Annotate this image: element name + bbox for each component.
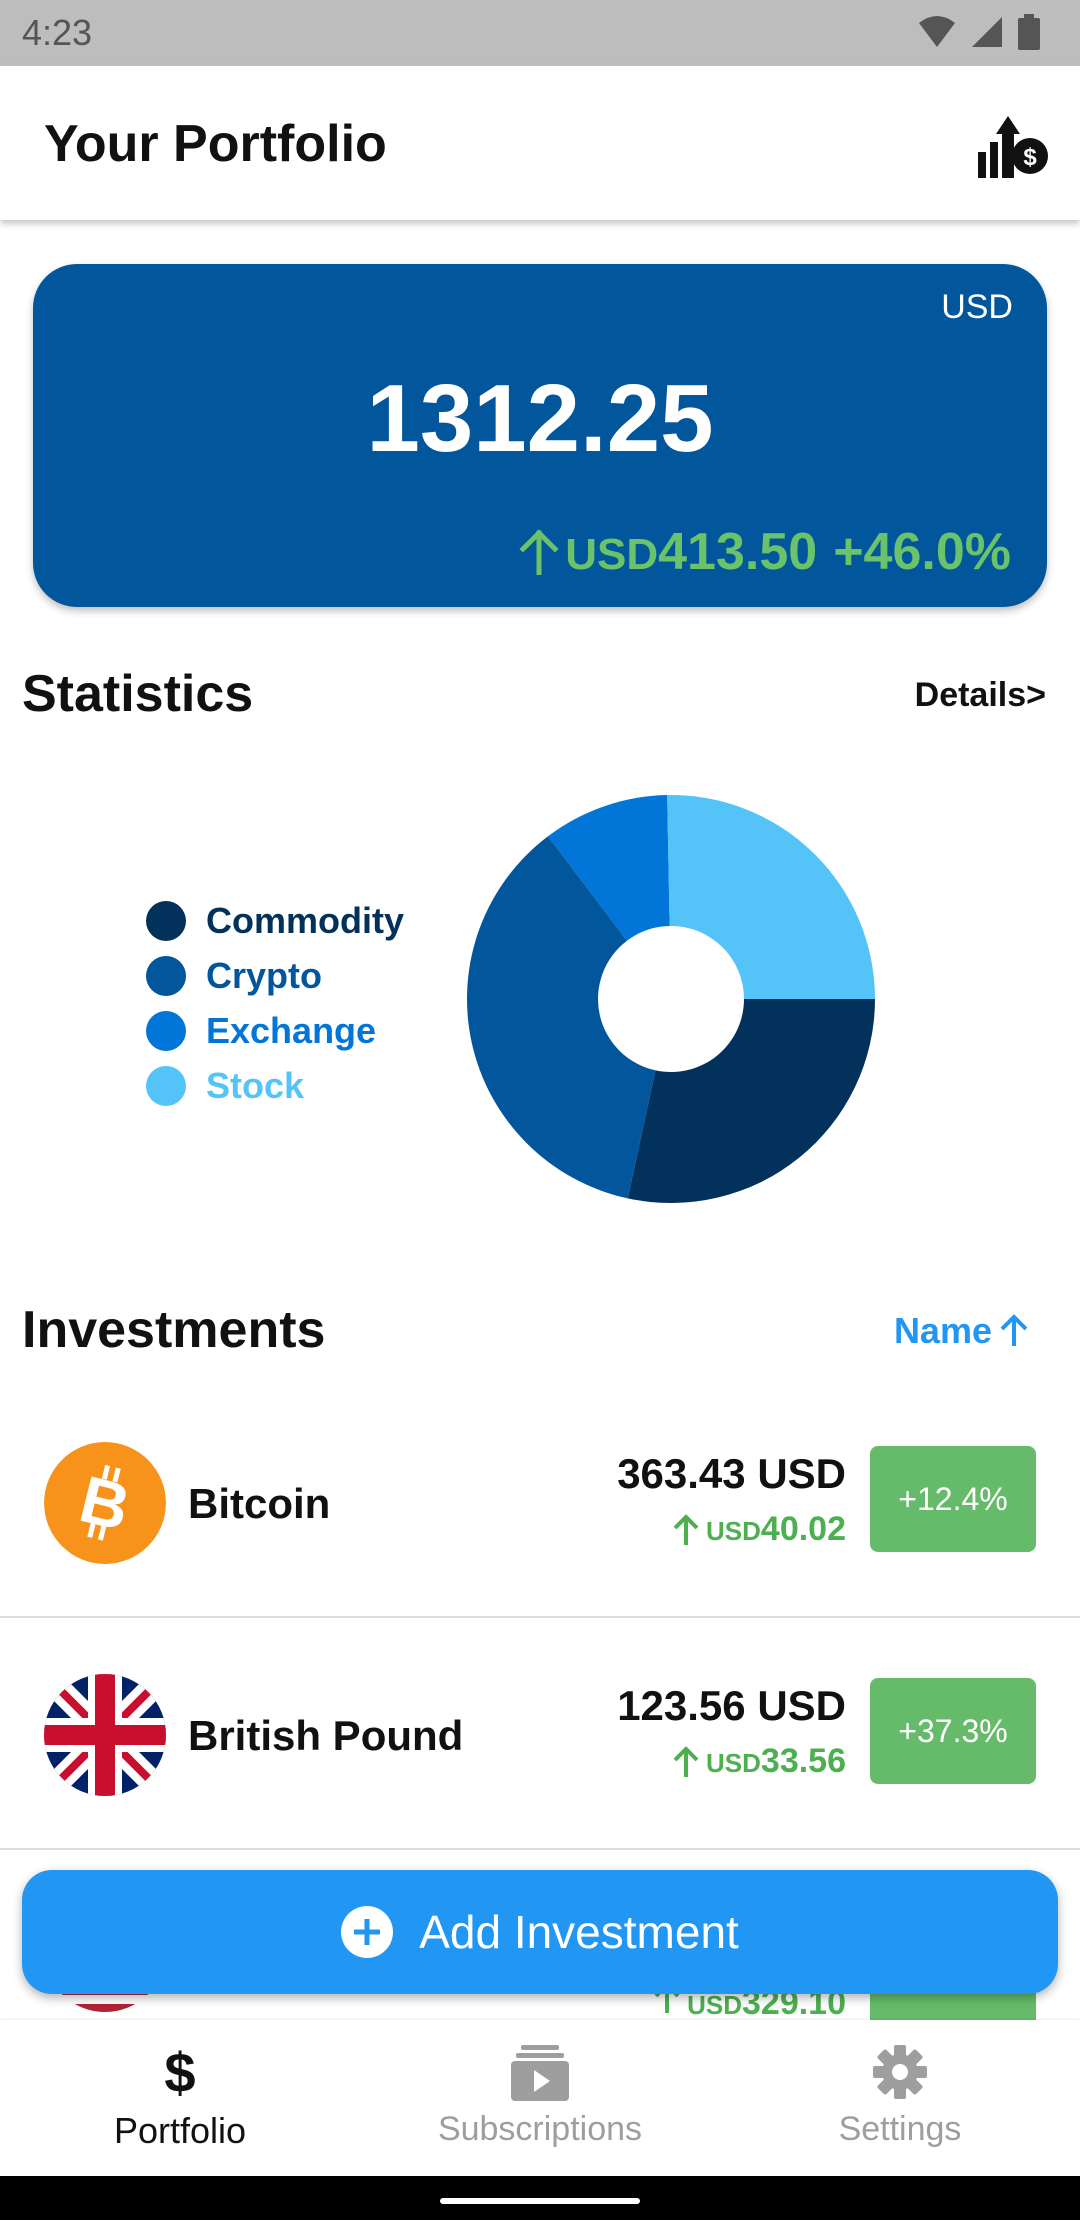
arrow-up-icon (519, 529, 559, 575)
status-bar: 4:23 (0, 0, 1080, 66)
donut-slice-exchange[interactable] (548, 795, 670, 941)
investment-change-currency: USD (706, 1748, 761, 1778)
investment-value: 123.56 USD (617, 1682, 846, 1729)
investment-change-currency: USD (706, 1516, 761, 1546)
donut-slice-stock[interactable] (667, 795, 875, 999)
donut-slice-commodity[interactable] (627, 999, 875, 1203)
sort-by-name-button[interactable]: Name (894, 1310, 1030, 1352)
legend-dot (146, 900, 186, 941)
donut-slice-crypto[interactable] (466, 836, 656, 1199)
nav-label: Portfolio (113, 2110, 247, 2151)
arrow-up-icon (673, 1745, 699, 1777)
legend-label: Exchange (206, 1009, 377, 1051)
investment-change-currency: USD (687, 1990, 742, 2020)
investment-change-badge: +37.3% (870, 1678, 1036, 1784)
portfolio-action-button[interactable]: $ (974, 106, 1050, 182)
legend-item-exchange: Exchange (146, 1003, 404, 1058)
svg-text:$: $ (1023, 144, 1037, 171)
bottom-navigation: $ Portfolio Subscriptions (0, 2020, 1080, 2176)
legend-label: Commodity (206, 899, 404, 941)
status-time: 4:23 (22, 12, 93, 53)
add-investment-label: Add Investment (419, 1906, 739, 1958)
investment-name: British Pound (188, 1712, 464, 1759)
nav-label: Subscriptions (437, 2110, 643, 2148)
investments-title: Investments (22, 1301, 326, 1359)
statistics-title: Statistics (22, 665, 254, 723)
legend-item-commodity: Commodity (146, 893, 404, 948)
investment-change-amount: 33.56 (760, 1742, 846, 1780)
sort-label: Name (893, 1310, 992, 1351)
balance-card: USD 1312.25 USD 413.50 +46.0% (33, 264, 1047, 607)
legend-dot (146, 955, 186, 996)
investment-change: USD 40.02 (672, 1510, 846, 1549)
portfolio-growth-dollar-icon: $ (978, 116, 1048, 178)
details-link[interactable]: Details> (914, 676, 1046, 714)
nav-item-portfolio[interactable]: $ Portfolio (0, 2020, 360, 2176)
chart-legend: Commodity Crypto Exchange Stock (146, 893, 404, 1113)
legend-dot (146, 1065, 186, 1106)
legend-label: Stock (206, 1064, 305, 1106)
arrow-up-icon (673, 1513, 699, 1545)
balance-change: USD 413.50 +46.0% (519, 522, 1011, 582)
legend-label: Crypto (206, 954, 322, 996)
balance-change-amount: 413.50 (658, 523, 818, 581)
nav-item-settings[interactable]: Settings (720, 2020, 1080, 2176)
legend-item-stock: Stock (146, 1058, 404, 1113)
add-investment-button[interactable]: Add Investment (22, 1870, 1058, 1994)
balance-amount: 1312.25 (366, 365, 714, 472)
portfolio-donut-chart[interactable] (466, 794, 876, 1204)
nav-label: Settings (838, 2110, 962, 2148)
uk-flag-icon (44, 1674, 166, 1796)
arrow-up-icon (1000, 1314, 1028, 1346)
investment-change-amount: 40.02 (760, 1510, 846, 1548)
balance-currency: USD (941, 288, 1013, 326)
investment-change-badge: +12.4% (870, 1446, 1036, 1552)
battery-icon (1018, 14, 1040, 50)
dollar-icon: $ (160, 2042, 200, 2102)
investment-change: USD 33.56 (672, 1742, 846, 1781)
gear-icon (872, 2042, 928, 2102)
balance-change-percent: +46.0% (833, 523, 1011, 581)
wifi-icon (919, 16, 955, 47)
signal-icon (972, 17, 1002, 47)
legend-dot (146, 1010, 186, 1051)
nav-item-subscriptions[interactable]: Subscriptions (360, 2020, 720, 2176)
subscriptions-icon (511, 2042, 569, 2102)
bitcoin-icon: B (44, 1442, 166, 1564)
svg-text:$: $ (164, 2044, 195, 2100)
system-navigation-bar (0, 2176, 1080, 2220)
balance-change-currency: USD (565, 530, 659, 579)
add-circle-icon (341, 1906, 394, 1958)
app-bar: Your Portfolio $ (0, 66, 1080, 220)
investment-row-british-pound[interactable]: British Pound 123.56 USD USD 33.56 +37.3… (0, 1618, 1080, 1850)
investment-row-bitcoin[interactable]: B Bitcoin 363.43 USD USD 40.02 +12.4% (0, 1386, 1080, 1618)
home-gesture-pill[interactable] (440, 2198, 640, 2204)
investment-value: 363.43 USD (617, 1450, 846, 1497)
page-title: Your Portfolio (44, 115, 387, 173)
legend-item-crypto: Crypto (146, 948, 404, 1003)
status-icons (918, 14, 1040, 50)
investment-name: Bitcoin (188, 1480, 331, 1527)
